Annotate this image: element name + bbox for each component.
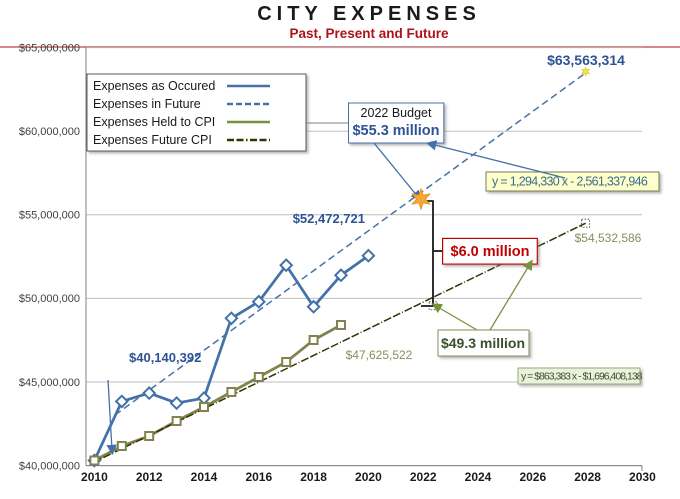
svg-text:$50,000,000: $50,000,000 — [19, 293, 80, 305]
svg-text:2020: 2020 — [355, 470, 382, 484]
svg-text:Expenses Held to CPI: Expenses Held to CPI — [93, 115, 215, 129]
svg-text:$47,625,522: $47,625,522 — [346, 348, 413, 362]
svg-text:2010: 2010 — [81, 470, 108, 484]
svg-text:2012: 2012 — [136, 470, 163, 484]
svg-text:$40,000,000: $40,000,000 — [19, 460, 80, 472]
svg-text:2022 Budget: 2022 Budget — [361, 106, 432, 120]
svg-text:Expenses in Future: Expenses in Future — [93, 97, 201, 111]
svg-text:CITY EXPENSES: CITY EXPENSES — [257, 3, 481, 25]
svg-text:$49.3 million: $49.3 million — [441, 335, 525, 351]
svg-text:$60,000,000: $60,000,000 — [19, 126, 80, 138]
svg-text:y = $863,383 x - $1,696,408,13: y = $863,383 x - $1,696,408,138 — [521, 371, 643, 383]
svg-text:2014: 2014 — [191, 470, 218, 484]
svg-text:$55.3 million: $55.3 million — [352, 123, 439, 139]
svg-text:Past, Present and Future: Past, Present and Future — [289, 26, 449, 41]
svg-text:$6.0 million: $6.0 million — [451, 244, 530, 260]
svg-text:$54,532,586: $54,532,586 — [575, 231, 642, 245]
svg-text:$40,140,392: $40,140,392 — [129, 350, 201, 365]
svg-text:2016: 2016 — [245, 470, 272, 484]
svg-text:Expenses as Occured: Expenses as Occured — [93, 79, 215, 93]
svg-text:$52,472,721: $52,472,721 — [293, 211, 365, 226]
svg-text:$63,563,314: $63,563,314 — [547, 52, 625, 68]
svg-text:Expenses Future CPI: Expenses Future CPI — [93, 133, 212, 147]
svg-text:2028: 2028 — [574, 470, 601, 484]
svg-text:2030: 2030 — [629, 470, 656, 484]
svg-text:y = 1,294,330 x - 2,561,337,94: y = 1,294,330 x - 2,561,337,946 — [492, 175, 648, 189]
svg-text:2022: 2022 — [410, 470, 437, 484]
svg-text:$55,000,000: $55,000,000 — [19, 210, 80, 222]
svg-text:2026: 2026 — [519, 470, 546, 484]
svg-text:2018: 2018 — [300, 470, 327, 484]
svg-text:2024: 2024 — [465, 470, 492, 484]
svg-text:$45,000,000: $45,000,000 — [19, 377, 80, 389]
svg-text:$65,000,000: $65,000,000 — [19, 43, 80, 55]
